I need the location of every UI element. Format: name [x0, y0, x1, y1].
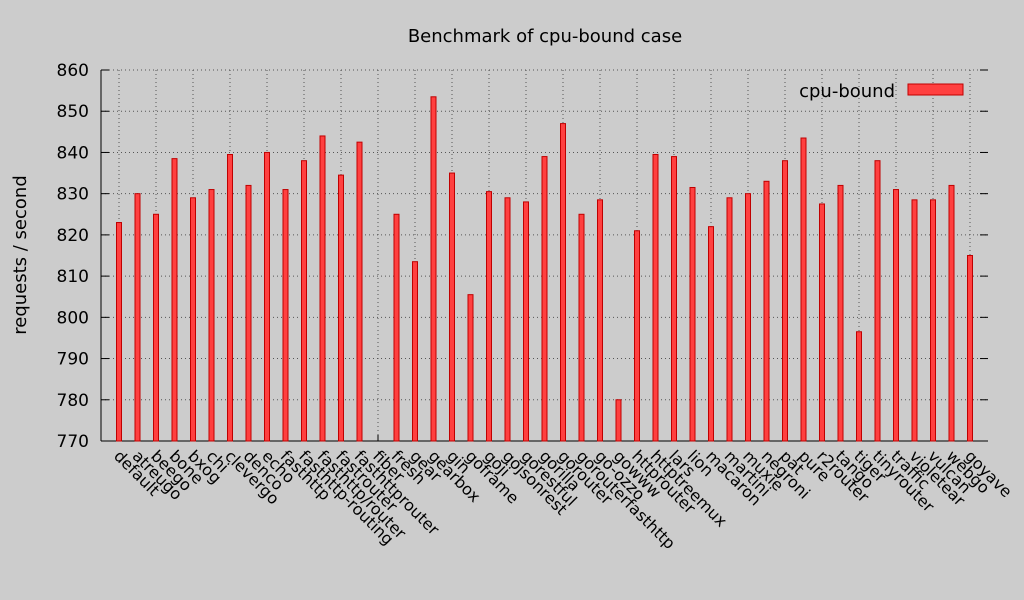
bar: [689, 186, 696, 442]
bar: [800, 137, 807, 442]
bar: [967, 255, 973, 442]
bar: [504, 197, 511, 442]
y-tick-label: 770: [57, 432, 89, 452]
bar: [634, 230, 640, 442]
y-tick-label: 780: [57, 391, 89, 411]
bar: [541, 156, 548, 442]
bar: [319, 135, 326, 442]
y-tick-label: 860: [57, 61, 89, 81]
bar: [726, 197, 733, 442]
bar: [486, 191, 492, 442]
bar: [430, 96, 437, 442]
bar: [523, 201, 529, 442]
bar: [116, 222, 122, 442]
y-axis-label: requests / second: [10, 175, 31, 335]
bar: [560, 123, 566, 442]
bar: [819, 203, 825, 442]
y-tick-label: 830: [57, 185, 89, 205]
bar: [708, 226, 714, 442]
bar: [615, 399, 622, 442]
bar: [467, 294, 474, 442]
bar: [356, 141, 363, 442]
legend-swatch: [907, 83, 964, 96]
bar: [153, 213, 159, 442]
bar: [671, 156, 677, 442]
y-tick-label: 850: [57, 102, 89, 122]
legend-label: cpu-bound: [799, 81, 895, 102]
bar: [911, 199, 918, 442]
bar: [652, 154, 659, 442]
bar: [578, 213, 585, 442]
bar: [208, 189, 215, 442]
bar: [597, 199, 603, 442]
bar: [837, 184, 844, 442]
y-tick-label: 840: [57, 143, 89, 163]
bar: [930, 199, 936, 442]
y-tick-label: 810: [57, 267, 89, 287]
bar: [338, 174, 344, 442]
bar: [745, 193, 751, 442]
bar: [301, 160, 307, 442]
bar: [245, 184, 252, 442]
bar: [171, 158, 178, 442]
y-tick-label: 800: [57, 308, 89, 328]
chart-title: Benchmark of cpu-bound case: [408, 26, 682, 47]
bar: [412, 261, 418, 442]
bar: [264, 151, 270, 442]
bar: [227, 154, 233, 442]
bar: [190, 197, 196, 442]
bar: [782, 160, 788, 442]
y-tick-label: 820: [57, 226, 89, 246]
bar: [134, 193, 141, 442]
bar: [893, 189, 899, 442]
bar: [282, 189, 289, 442]
bar: [393, 213, 400, 442]
bar: [763, 180, 770, 442]
bar: [874, 160, 881, 442]
y-tick-label: 790: [57, 350, 89, 370]
bar: [948, 184, 955, 442]
bar: [449, 172, 455, 442]
bar: [856, 331, 862, 442]
